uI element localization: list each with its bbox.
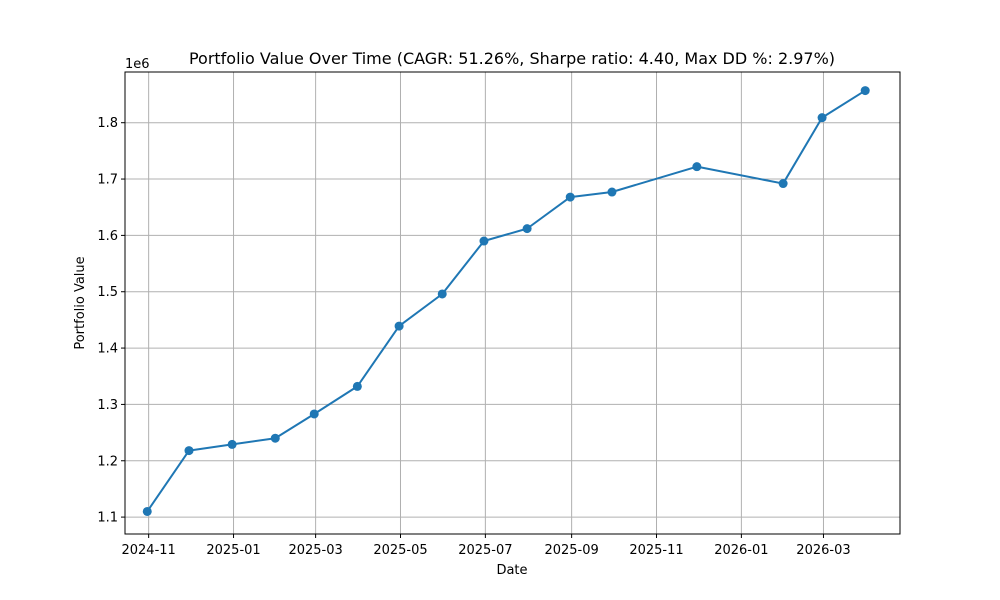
- x-tick-label: 2025-11: [629, 543, 683, 558]
- y-tick-label: 1.4: [97, 342, 118, 357]
- data-point: [394, 321, 404, 331]
- data-point: [184, 446, 194, 456]
- chart-title: Portfolio Value Over Time (CAGR: 51.26%,…: [189, 49, 835, 68]
- x-axis: 2024-11 2025-01 2025-03 2025-05 2025-07 2025-…: [121, 534, 851, 558]
- y-axis: 1.1 1.2 1.3 1.4 1.5 1.6 1.7 1.8: [97, 116, 125, 526]
- x-tick-label: 2025-01: [206, 543, 260, 558]
- x-tick-label: 2025-07: [458, 543, 512, 558]
- x-tick-label: 2026-01: [714, 543, 768, 558]
- data-point: [270, 433, 280, 443]
- data-point: [607, 187, 617, 197]
- data-point: [817, 113, 827, 123]
- y-tick-label: 1.8: [97, 116, 118, 131]
- plot-frame: [124, 71, 901, 535]
- y-tick-label: 1.7: [97, 173, 118, 188]
- series-line: [146, 89, 866, 513]
- data-point: [437, 289, 447, 299]
- x-tick-label: 2024-11: [121, 543, 175, 558]
- data-point: [227, 439, 237, 449]
- x-tick-label: 2025-03: [288, 543, 342, 558]
- x-tick-label: 2026-03: [796, 543, 850, 558]
- y-axis-label: Portfolio Value: [73, 256, 88, 349]
- data-point: [352, 381, 362, 391]
- y-offset-label: 1e6: [125, 57, 150, 72]
- x-axis-label: Date: [496, 563, 527, 578]
- y-tick-label: 1.5: [97, 285, 118, 300]
- data-point: [479, 236, 489, 246]
- data-point: [565, 192, 575, 202]
- y-tick-label: 1.1: [97, 511, 118, 526]
- data-point: [692, 162, 702, 172]
- x-tick-label: 2025-09: [544, 543, 598, 558]
- data-point: [142, 506, 152, 516]
- series-layer: [142, 86, 870, 516]
- y-tick-label: 1.6: [97, 229, 118, 244]
- y-tick-label: 1.2: [97, 454, 118, 469]
- data-point: [309, 409, 319, 419]
- y-tick-label: 1.3: [97, 398, 118, 413]
- data-point: [860, 86, 870, 96]
- grid-lines: [125, 72, 900, 534]
- data-point: [778, 179, 788, 189]
- data-point: [522, 224, 532, 234]
- x-tick-label: 2025-05: [373, 543, 427, 558]
